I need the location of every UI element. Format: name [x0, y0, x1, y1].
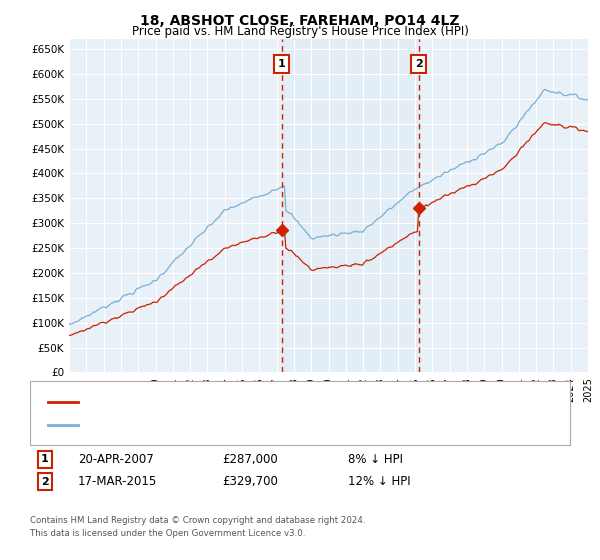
Text: 20-APR-2007: 20-APR-2007 [78, 452, 154, 466]
Text: HPI: Average price, detached house, Fareham: HPI: Average price, detached house, Fare… [87, 419, 342, 430]
Text: Price paid vs. HM Land Registry's House Price Index (HPI): Price paid vs. HM Land Registry's House … [131, 25, 469, 38]
Text: 18, ABSHOT CLOSE, FAREHAM, PO14 4LZ: 18, ABSHOT CLOSE, FAREHAM, PO14 4LZ [140, 14, 460, 28]
Text: 18, ABSHOT CLOSE, FAREHAM, PO14 4LZ (detached house): 18, ABSHOT CLOSE, FAREHAM, PO14 4LZ (det… [87, 398, 418, 407]
Text: 2: 2 [41, 477, 49, 487]
Text: Contains HM Land Registry data © Crown copyright and database right 2024.: Contains HM Land Registry data © Crown c… [30, 516, 365, 525]
Text: £329,700: £329,700 [222, 475, 278, 488]
Text: £287,000: £287,000 [222, 452, 278, 466]
Text: This data is licensed under the Open Government Licence v3.0.: This data is licensed under the Open Gov… [30, 529, 305, 538]
Text: 8% ↓ HPI: 8% ↓ HPI [348, 452, 403, 466]
Bar [281, 39, 419, 372]
Text: 1: 1 [41, 454, 49, 464]
Text: 17-MAR-2015: 17-MAR-2015 [78, 475, 157, 488]
Text: 2: 2 [415, 59, 422, 69]
Text: 1: 1 [278, 59, 286, 69]
Text: 12% ↓ HPI: 12% ↓ HPI [348, 475, 410, 488]
